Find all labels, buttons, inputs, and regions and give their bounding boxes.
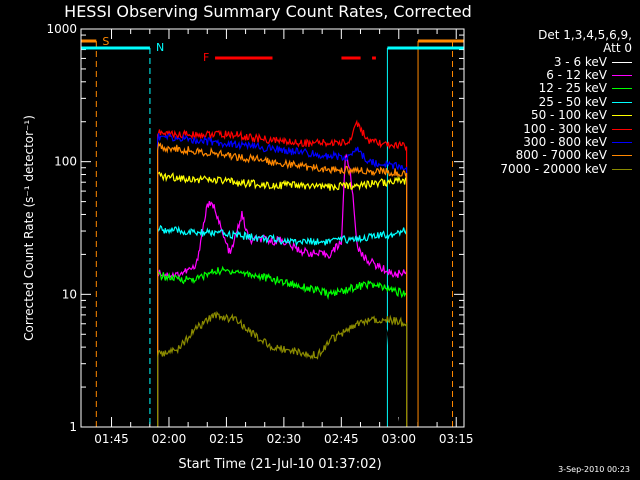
flare-label: F — [203, 51, 209, 64]
legend-label: 6 - 12 keV — [546, 68, 607, 83]
legend-label: 25 - 50 keV — [538, 94, 607, 109]
x-tick-label: 02:15 — [209, 432, 244, 446]
legend-row: 12 - 25 keV — [472, 81, 632, 96]
y-axis-label: Corrected Count Rate (s⁻¹ detector⁻¹) — [22, 115, 36, 341]
series-line-8 — [157, 310, 408, 427]
legend-row: 300 - 800 keV — [472, 135, 632, 150]
plot-frame — [80, 28, 465, 428]
legend: Det 1,3,4,5,6,9, Att 0 3 - 6 keV 6 - 12 k… — [472, 29, 632, 176]
x-tick-label: 03:15 — [439, 432, 474, 446]
y-tick-label: 1000 — [46, 22, 77, 36]
legend-swatch — [612, 155, 632, 157]
series-line-5 — [157, 119, 408, 427]
series-line-3 — [157, 224, 408, 427]
series-line-2 — [157, 265, 408, 427]
series-line-0 — [157, 172, 408, 431]
series-line-1 — [157, 153, 408, 427]
y-tick-label: 1 — [69, 420, 77, 434]
series-line-6 — [157, 133, 408, 427]
series-line-4 — [157, 171, 408, 427]
y-tick-label: 10 — [62, 287, 77, 301]
legend-swatch — [612, 115, 632, 117]
saa-label: S — [102, 35, 109, 48]
legend-swatch — [612, 75, 632, 77]
x-tick-label: 03:00 — [381, 432, 416, 446]
legend-row: 6 - 12 keV — [472, 68, 632, 83]
series-line-7 — [157, 141, 408, 427]
legend-row: 3 - 6 keV — [472, 54, 632, 69]
legend-header-line-1: Det 1,3,4,5,6,9, — [538, 28, 632, 42]
legend-row: 800 - 7000 keV — [472, 148, 632, 163]
legend-label: 12 - 25 keV — [538, 81, 607, 96]
legend-row: 7000 - 20000 keV — [472, 161, 632, 176]
legend-label: 300 - 800 keV — [523, 135, 607, 150]
x-tick-label: 01:45 — [94, 432, 129, 446]
legend-label: 100 - 300 keV — [523, 121, 607, 136]
legend-label: 800 - 7000 keV — [515, 148, 607, 163]
legend-swatch — [612, 142, 632, 144]
chart-title: HESSI Observing Summary Count Rates, Cor… — [64, 2, 472, 21]
legend-swatch — [612, 168, 632, 170]
x-axis-label: Start Time (21-Jul-10 01:37:02) — [178, 457, 381, 472]
legend-label: 50 - 100 keV — [530, 108, 607, 123]
legend-swatch — [612, 88, 632, 90]
legend-header-line-2: Att 0 — [603, 41, 632, 55]
date-stamp: 3-Sep-2010 00:23 — [558, 465, 630, 474]
night-label: N — [156, 41, 164, 54]
legend-label: 7000 - 20000 keV — [500, 161, 607, 176]
legend-swatch — [612, 101, 632, 103]
legend-row: 25 - 50 keV — [472, 94, 632, 109]
legend-row: 50 - 100 keV — [472, 108, 632, 123]
x-tick-label: 02:00 — [152, 432, 187, 446]
y-tick-label: 100 — [54, 155, 77, 169]
legend-swatch — [612, 128, 632, 130]
legend-row: 100 - 300 keV — [472, 121, 632, 136]
x-tick-label: 02:30 — [267, 432, 302, 446]
x-tick-label: 02:45 — [324, 432, 359, 446]
legend-swatch — [612, 61, 632, 63]
legend-label: 3 - 6 keV — [553, 54, 607, 69]
